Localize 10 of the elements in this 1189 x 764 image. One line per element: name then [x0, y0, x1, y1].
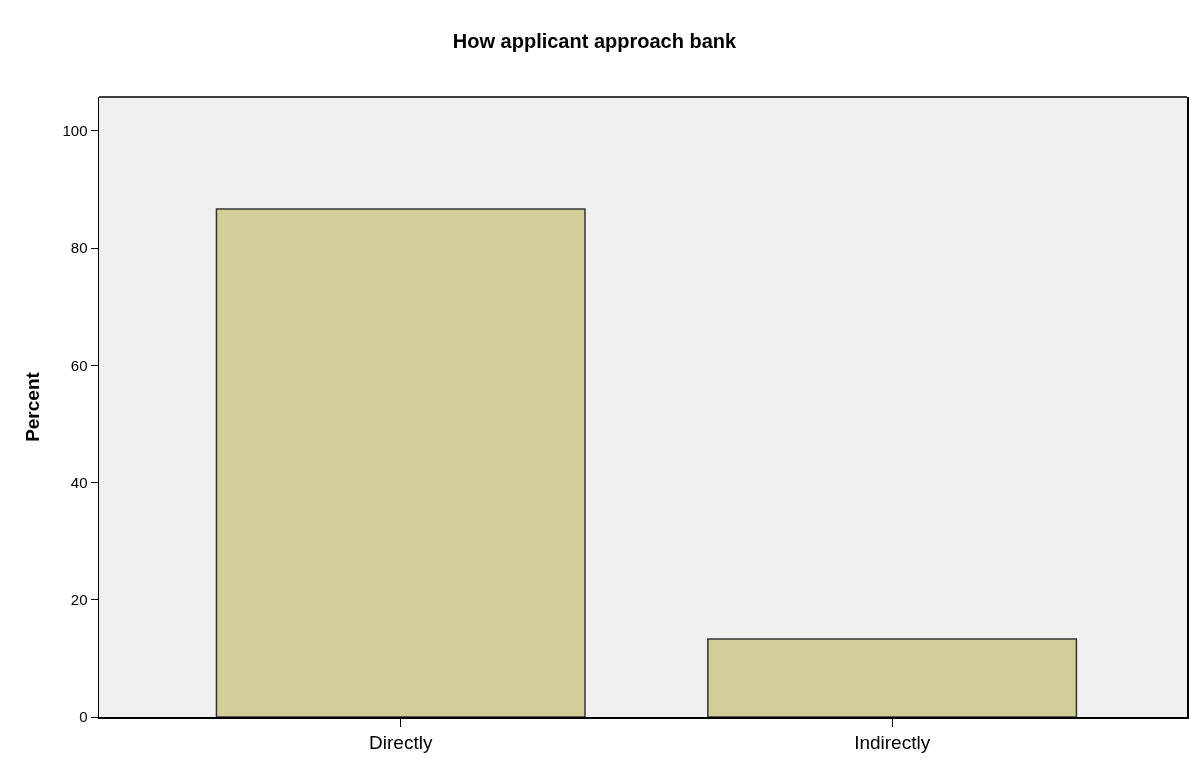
x-tick-label: Indirectly — [854, 732, 931, 754]
y-tick-label: 0 — [79, 708, 88, 726]
y-tick-label: 20 — [70, 591, 88, 609]
y-tick-label: 40 — [70, 473, 88, 491]
x-tick-label: Directly — [369, 732, 433, 754]
y-tick-label: 100 — [62, 122, 88, 140]
y-axis-title: Percent — [21, 371, 43, 442]
y-tick-label: 80 — [70, 239, 88, 257]
y-tick-label: 60 — [70, 356, 88, 374]
chart-title: How applicant approach bank — [452, 30, 738, 53]
